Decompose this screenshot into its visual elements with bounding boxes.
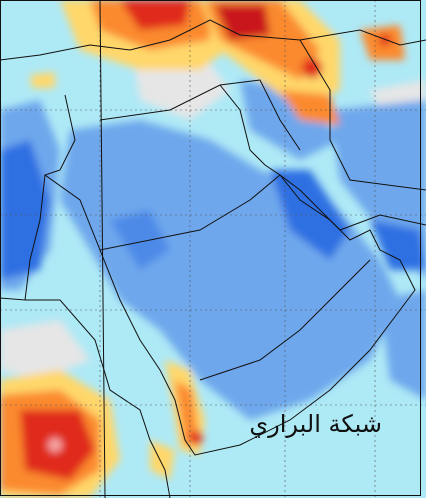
- watermark: شبكة البراري: [249, 410, 382, 438]
